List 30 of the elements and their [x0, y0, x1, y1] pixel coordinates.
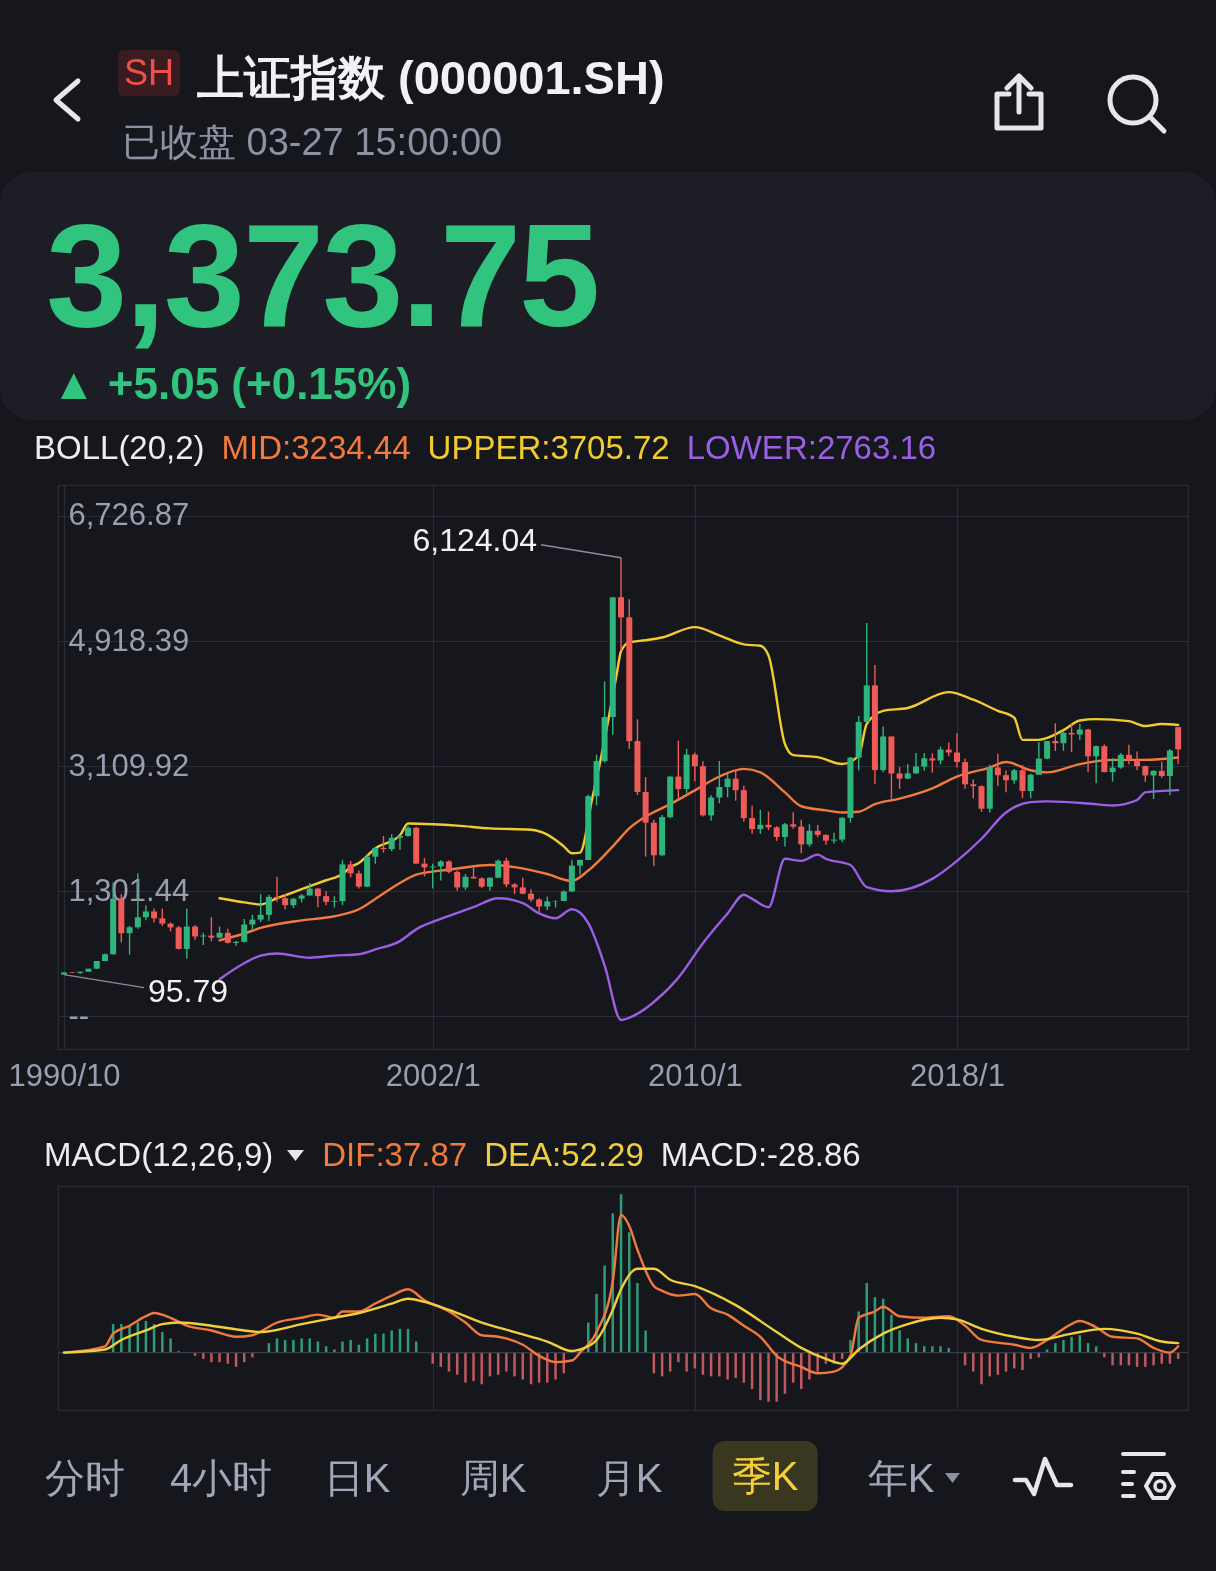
text: 年K	[867, 1455, 935, 1501]
text: ▲ +5.05 (+0.15%)	[52, 358, 412, 410]
text: 月K	[595, 1455, 663, 1501]
text: 分时	[45, 1455, 125, 1501]
text: 4小时	[169, 1455, 273, 1501]
text: DEA:52.29	[484, 1135, 644, 1175]
y-tick-label: --	[68, 997, 90, 1033]
text: UPPER:3705.72	[427, 428, 670, 468]
text: SH	[118, 50, 181, 96]
y-tick-label: 3,109.92	[68, 747, 190, 783]
text: DIF:37.87	[322, 1135, 468, 1175]
annotation: 95.79	[147, 972, 229, 1009]
x-tick-label: 2010/1	[647, 1057, 743, 1093]
x-tick-label: 2002/1	[385, 1057, 481, 1093]
text: 日K	[323, 1455, 391, 1501]
series-label: MACD:-28.86	[660, 1135, 861, 1175]
text: 季K	[712, 1441, 818, 1511]
y-tick-label: 4,918.39	[68, 622, 190, 658]
legend-title: MACD(12,26,9)	[44, 1135, 274, 1175]
text: 已收盘 03-27 15:00:00	[122, 120, 503, 165]
text: LOWER:2763.16	[686, 428, 937, 468]
annotation: 6,124.04	[412, 521, 538, 558]
text: 周K	[459, 1455, 527, 1501]
y-tick-label: 6,726.87	[68, 497, 190, 533]
legend-title: BOLL(20,2)	[34, 428, 205, 468]
x-tick-label: 2018/1	[910, 1057, 1005, 1093]
text: 3,373.75	[46, 194, 599, 357]
text: 上证指数 (000001.SH)	[197, 50, 665, 106]
x-tick-label: 1990/10	[8, 1057, 121, 1093]
text: MID:3234.44	[221, 428, 411, 468]
